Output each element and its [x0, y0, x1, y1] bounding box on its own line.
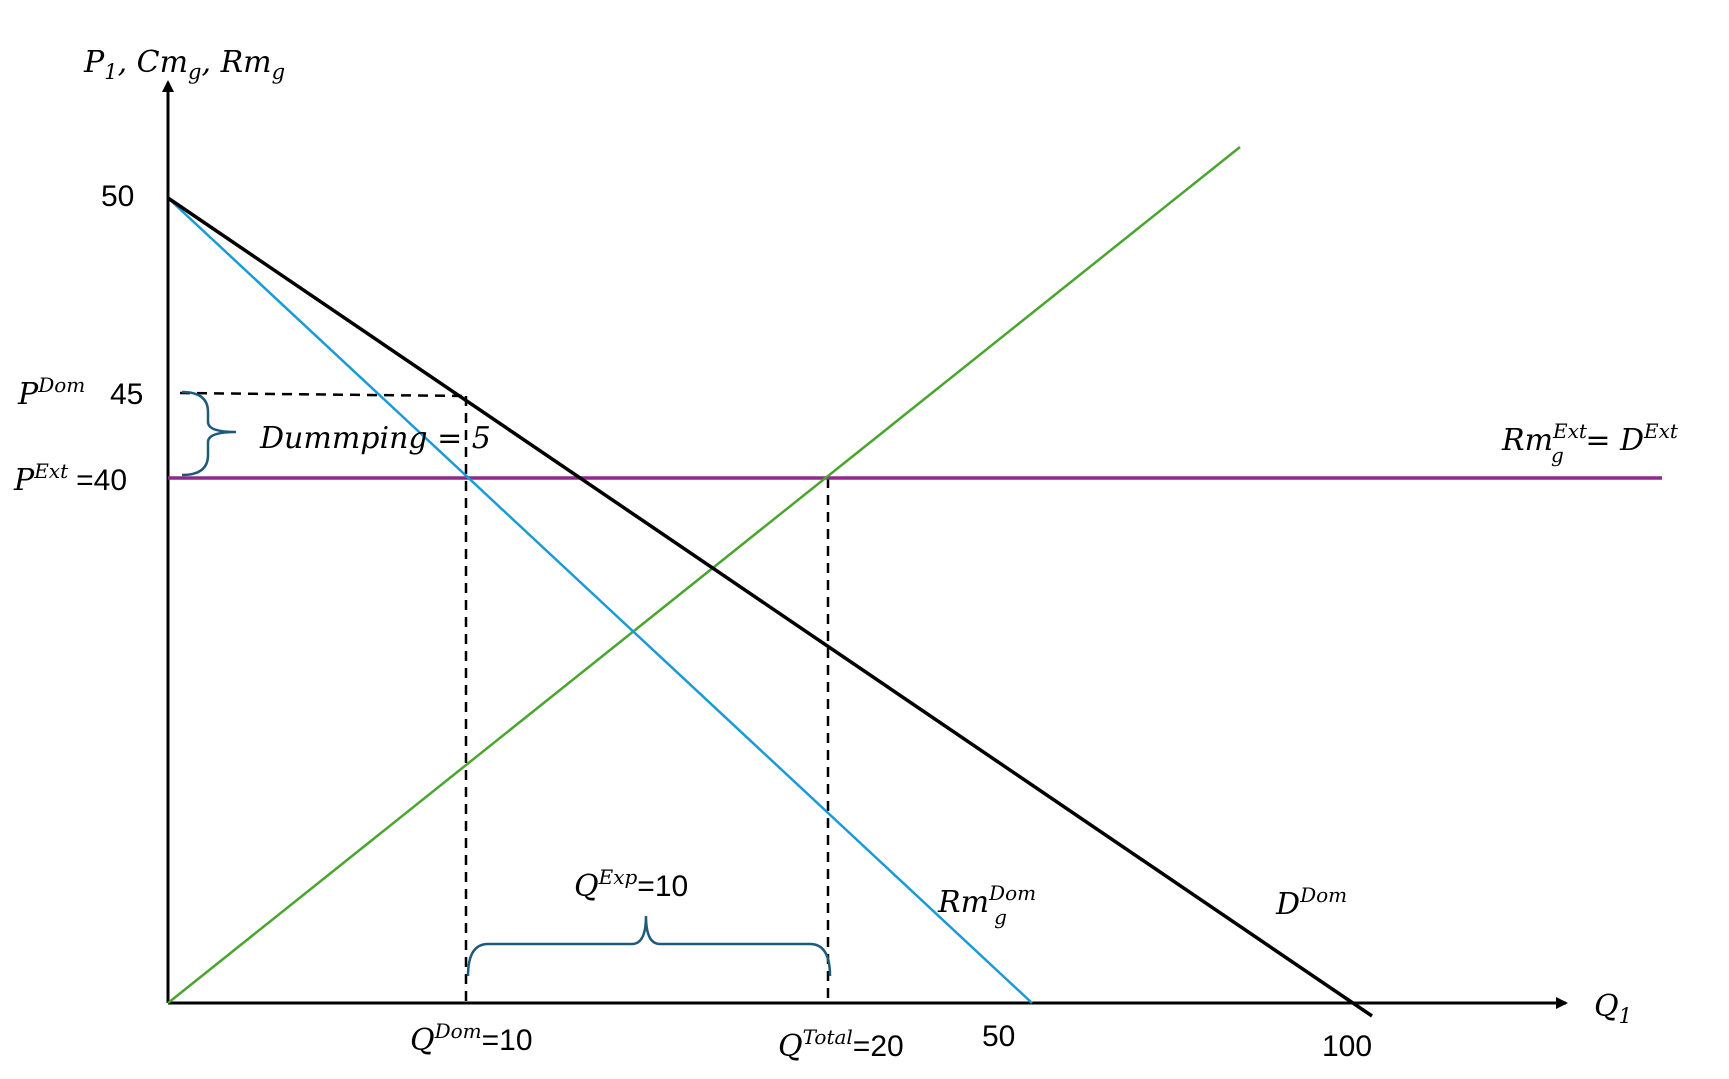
- dashed-pdom-line: [179, 391, 467, 398]
- p-ext-label: PExt =40: [13, 459, 127, 498]
- export-brace: [466, 915, 832, 977]
- x-tick-100: 100: [1322, 1030, 1372, 1063]
- dumping-brace: [181, 390, 237, 477]
- x-tick-50: 50: [982, 1020, 1015, 1053]
- demand-dom-line: [167, 196, 1373, 1018]
- y-tick-50: 50: [101, 180, 134, 213]
- y-tick-45: 45: [110, 378, 143, 411]
- marginal-cost-line: [167, 146, 1241, 1004]
- x-axis-label: Q1: [1594, 989, 1632, 1028]
- rmg-ext-label: RmExt g = DExt: [1501, 419, 1679, 467]
- p-dom-label: PDom: [17, 373, 85, 412]
- q-exp-label: QExp=10: [574, 865, 688, 904]
- dumping-label: Dummping = 5: [259, 421, 491, 456]
- marginal-revenue-dom-line: [167, 197, 1033, 1004]
- q-dom-label: QDom=10: [410, 1019, 533, 1058]
- y-axis-label: P1, Cmg, Rmg: [83, 45, 285, 84]
- q-total-label: QTotal=20: [778, 1025, 904, 1064]
- rmg-dom-label: RmDom g: [937, 881, 1036, 929]
- d-dom-label: DDom: [1275, 883, 1347, 922]
